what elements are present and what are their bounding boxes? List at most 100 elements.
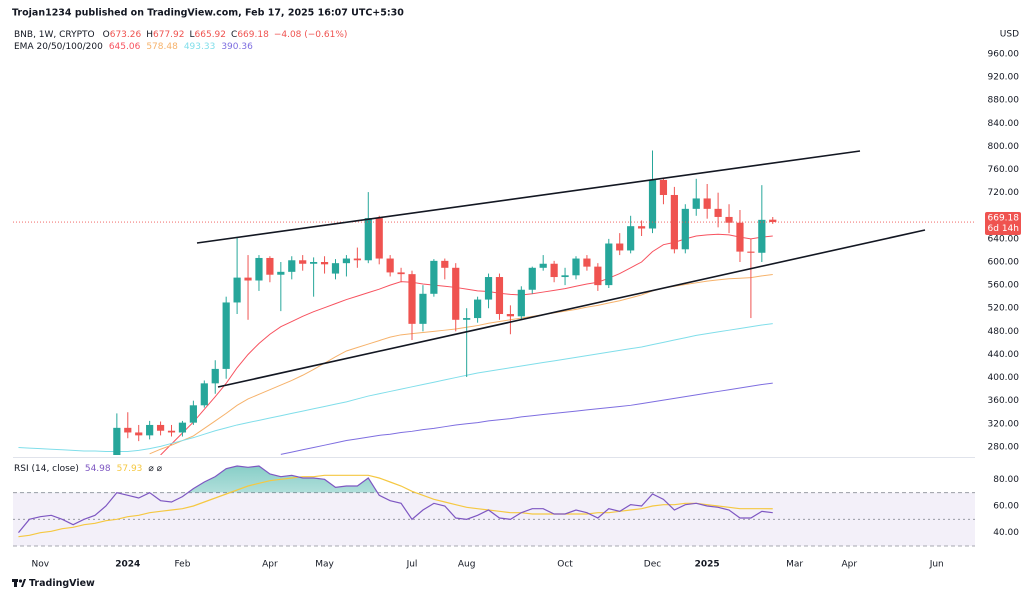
y-tick-label: 40.00: [993, 528, 1019, 538]
y-tick-label: 80.00: [993, 475, 1019, 485]
candle-body: [277, 271, 285, 275]
candle-body: [408, 274, 416, 324]
candle-body: [659, 179, 668, 195]
x-tick-label: Dec: [644, 560, 661, 570]
countdown-label: 6d 14h: [988, 224, 1019, 234]
y-tick-label: 320.00: [988, 419, 1020, 429]
y-tick-label: 60.00: [993, 502, 1019, 512]
candle-body: [670, 194, 678, 250]
y-tick-label: 280.00: [988, 442, 1020, 452]
y-tick-label: 560.00: [988, 281, 1020, 291]
x-tick-label: Feb: [174, 560, 190, 570]
candle-body: [375, 218, 383, 259]
logo: TradingView: [12, 578, 95, 589]
price-label-box: [985, 212, 1021, 236]
candle-body: [353, 258, 361, 261]
ema-value: 645.06: [109, 42, 141, 52]
candle-body: [539, 263, 547, 268]
candle-body: [648, 179, 657, 229]
candle-body: [452, 267, 460, 320]
ema-line: [18, 323, 773, 453]
ema-label: EMA 20/50/100/200: [14, 42, 103, 52]
price-label: 669.18: [988, 214, 1020, 224]
candle-body: [397, 272, 405, 275]
candle-body: [386, 258, 394, 273]
publisher-line: Trojan1234 published on TradingView.com,…: [12, 8, 404, 19]
candle-body: [474, 299, 482, 319]
currency-label: USD: [1000, 30, 1019, 40]
candle-body: [495, 277, 504, 315]
candle-body: [506, 314, 514, 317]
lower-trendline: [217, 229, 926, 388]
ohlc-value: 665.92: [195, 30, 227, 40]
candle-body: [156, 424, 165, 431]
y-tick-label: 360.00: [988, 396, 1020, 406]
x-tick-label: Nov: [32, 560, 50, 570]
axes: 280.00 320.00 360.00 400.00 440.00 480.00 520.…: [32, 30, 1021, 570]
x-tick-label: May: [315, 560, 334, 570]
rsi-ma-line: [18, 474, 773, 538]
candle-body: [736, 222, 744, 252]
ema-legend: EMA 20/50/100/200 645.06 578.48 493.33 390.3…: [14, 42, 253, 52]
x-tick-label: Jul: [406, 560, 418, 570]
logo-dot: [18, 579, 23, 583]
candle-body: [222, 302, 230, 369]
y-tick-label: 840.00: [988, 119, 1020, 129]
logo-slash: [21, 579, 26, 587]
candle-body: [331, 263, 340, 274]
change-value: −4.08 (−0.61%): [274, 30, 348, 40]
candle-body: [484, 277, 493, 300]
candle-body: [124, 427, 132, 433]
ohlc-key: L: [190, 30, 195, 40]
candle-body: [681, 208, 689, 250]
candle-body: [146, 424, 154, 436]
y-tick-label: 960.00: [988, 50, 1020, 60]
candle-body: [758, 219, 766, 253]
candle-body: [561, 275, 569, 278]
candle-body: [430, 260, 438, 294]
y-tick-label: 920.00: [988, 73, 1020, 83]
candle-body: [266, 257, 274, 275]
candle-body: [320, 262, 329, 265]
candle-body: [550, 263, 558, 278]
rsi-label: RSI (14, close): [14, 464, 79, 474]
x-tick-label: Jun: [929, 560, 944, 570]
x-tick-label: Aug: [458, 560, 476, 570]
candle-body: [288, 260, 296, 272]
price-pane: [13, 150, 975, 455]
candle-body: [627, 226, 635, 251]
rsi-extra: ⌀ ⌀: [148, 464, 162, 474]
candle-body: [714, 208, 722, 217]
rsi-value: 57.93: [117, 464, 143, 474]
footer-brand: TradingView: [29, 578, 95, 589]
candle-body: [572, 258, 580, 276]
candle-body: [616, 243, 624, 251]
trendlines: [196, 150, 926, 388]
rsi-pane: [13, 465, 975, 547]
x-tick-label: Apr: [841, 560, 857, 570]
ema-value: 578.48: [146, 42, 178, 52]
ohlc-key: H: [146, 30, 153, 40]
y-tick-label: 800.00: [988, 142, 1020, 152]
y-tick-label: 480.00: [988, 327, 1020, 337]
candle-body: [747, 251, 755, 253]
ema-value: 493.33: [184, 42, 216, 52]
candle-body: [211, 368, 219, 384]
ohlc-value: 669.18: [237, 30, 269, 40]
candle-body: [310, 262, 318, 264]
logo-stem: [14, 579, 17, 587]
candle-body: [419, 293, 427, 324]
candle-body: [517, 289, 525, 317]
candle-body: [528, 267, 536, 290]
candle-body: [769, 219, 777, 223]
y-tick-label: 600.00: [988, 258, 1020, 268]
candle-body: [178, 422, 187, 433]
candle-body: [594, 266, 602, 286]
y-tick-label: 880.00: [988, 96, 1020, 106]
y-tick-label: 520.00: [988, 304, 1020, 314]
candle-body: [244, 277, 252, 281]
y-tick-label: 760.00: [988, 165, 1020, 175]
candle-body: [583, 258, 591, 267]
